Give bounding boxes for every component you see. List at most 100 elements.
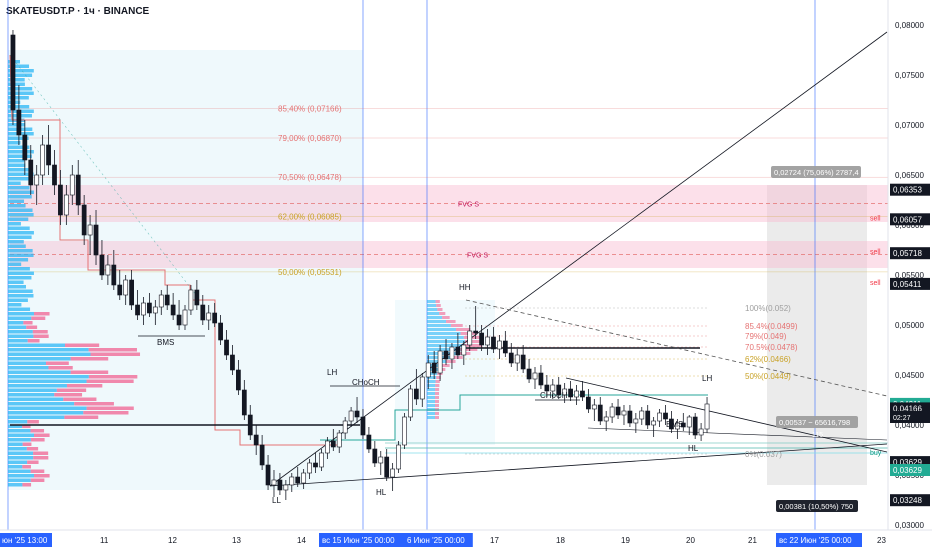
candle-body[interactable] (247, 414, 253, 436)
candle-body[interactable] (241, 389, 247, 416)
candle-body[interactable] (194, 289, 200, 306)
candle-body[interactable] (443, 350, 449, 360)
candle-body[interactable] (698, 428, 704, 436)
candle-body[interactable] (455, 346, 461, 356)
candle-body[interactable] (319, 452, 324, 468)
candle-body[interactable] (34, 174, 40, 186)
candle-body[interactable] (651, 420, 657, 426)
candle-body[interactable] (491, 336, 496, 350)
candle-body[interactable] (568, 388, 573, 398)
candle-body[interactable] (342, 420, 348, 434)
candle-body[interactable] (431, 362, 437, 374)
candle-body[interactable] (324, 440, 330, 454)
price-axis[interactable] (888, 0, 932, 530)
candle-body[interactable] (22, 134, 28, 161)
candle-body[interactable] (639, 410, 645, 420)
candle-body[interactable] (105, 264, 111, 276)
candle-body[interactable] (117, 284, 123, 296)
candle-body[interactable] (271, 479, 277, 486)
candle-body[interactable] (580, 390, 585, 398)
candle-body[interactable] (253, 434, 259, 446)
candle-body[interactable] (123, 279, 129, 296)
candle-body[interactable] (158, 294, 164, 308)
candle-body[interactable] (657, 412, 662, 422)
candle-body[interactable] (514, 354, 520, 364)
candle-body[interactable] (277, 479, 283, 491)
candle-body[interactable] (301, 472, 307, 484)
candle-body[interactable] (704, 403, 710, 430)
candle-body[interactable] (212, 312, 218, 324)
candle-body[interactable] (663, 412, 668, 420)
candle-body[interactable] (384, 456, 390, 478)
candle-body[interactable] (206, 312, 212, 321)
candle-body[interactable] (16, 109, 22, 136)
candle-body[interactable] (265, 464, 271, 486)
candle-body[interactable] (10, 34, 16, 111)
candle-body[interactable] (437, 350, 443, 374)
candle-body[interactable] (408, 388, 413, 418)
candle-body[interactable] (28, 159, 34, 186)
candle-body[interactable] (615, 406, 621, 416)
candle-body[interactable] (473, 330, 479, 334)
candle-body[interactable] (538, 372, 544, 386)
candle-body[interactable] (330, 440, 336, 448)
candle-body[interactable] (58, 184, 63, 216)
candle-body[interactable] (170, 304, 176, 316)
candle-body[interactable] (182, 309, 188, 326)
candle-body[interactable] (360, 416, 366, 436)
candle-body[interactable] (111, 264, 117, 286)
candle-body[interactable] (366, 434, 372, 450)
candle-body[interactable] (419, 376, 425, 400)
candle-body[interactable] (674, 422, 680, 430)
candle-body[interactable] (502, 340, 508, 354)
candle-body[interactable] (378, 456, 384, 464)
candle-body[interactable] (141, 302, 146, 316)
candle-body[interactable] (467, 330, 473, 346)
candle-body[interactable] (686, 416, 692, 428)
candle-body[interactable] (224, 339, 229, 356)
candle-body[interactable] (627, 410, 633, 424)
candle-body[interactable] (129, 279, 134, 306)
candle-body[interactable] (307, 462, 312, 474)
candle-body[interactable] (313, 462, 318, 468)
candle-body[interactable] (550, 384, 556, 392)
candle-body[interactable] (75, 174, 81, 206)
candle-body[interactable] (597, 404, 603, 422)
candle-body[interactable] (87, 224, 93, 236)
candle-body[interactable] (544, 384, 550, 392)
candle-body[interactable] (135, 304, 140, 316)
candle-body[interactable] (93, 224, 99, 256)
candle-body[interactable] (574, 390, 579, 398)
candle-body[interactable] (354, 410, 360, 418)
candle-body[interactable] (645, 410, 651, 426)
candle-body[interactable] (147, 302, 152, 314)
candle-body[interactable] (402, 416, 407, 446)
candle-body[interactable] (413, 388, 419, 400)
candle-body[interactable] (283, 484, 289, 491)
candle-body[interactable] (609, 406, 615, 418)
candle-body[interactable] (40, 144, 46, 176)
candle-body[interactable] (336, 432, 342, 448)
candle-body[interactable] (372, 448, 378, 464)
candle-body[interactable] (508, 352, 514, 364)
candle-body[interactable] (152, 306, 158, 314)
candle-body[interactable] (669, 418, 674, 430)
candle-body[interactable] (603, 416, 609, 422)
candle-body[interactable] (526, 368, 532, 380)
candle-body[interactable] (390, 468, 396, 478)
candle-body[interactable] (176, 314, 182, 326)
candle-body[interactable] (52, 164, 57, 186)
candle-body[interactable] (396, 444, 401, 470)
candle-body[interactable] (497, 340, 502, 350)
candle-body[interactable] (230, 354, 235, 371)
candle-body[interactable] (485, 336, 490, 346)
candle-body[interactable] (188, 289, 194, 311)
candle-body[interactable] (591, 404, 597, 410)
candle-body[interactable] (586, 396, 591, 410)
candle-body[interactable] (236, 369, 241, 391)
candle-body[interactable] (479, 332, 484, 346)
candle-body[interactable] (348, 410, 354, 422)
candle-body[interactable] (692, 416, 698, 436)
candle-body[interactable] (46, 144, 51, 166)
